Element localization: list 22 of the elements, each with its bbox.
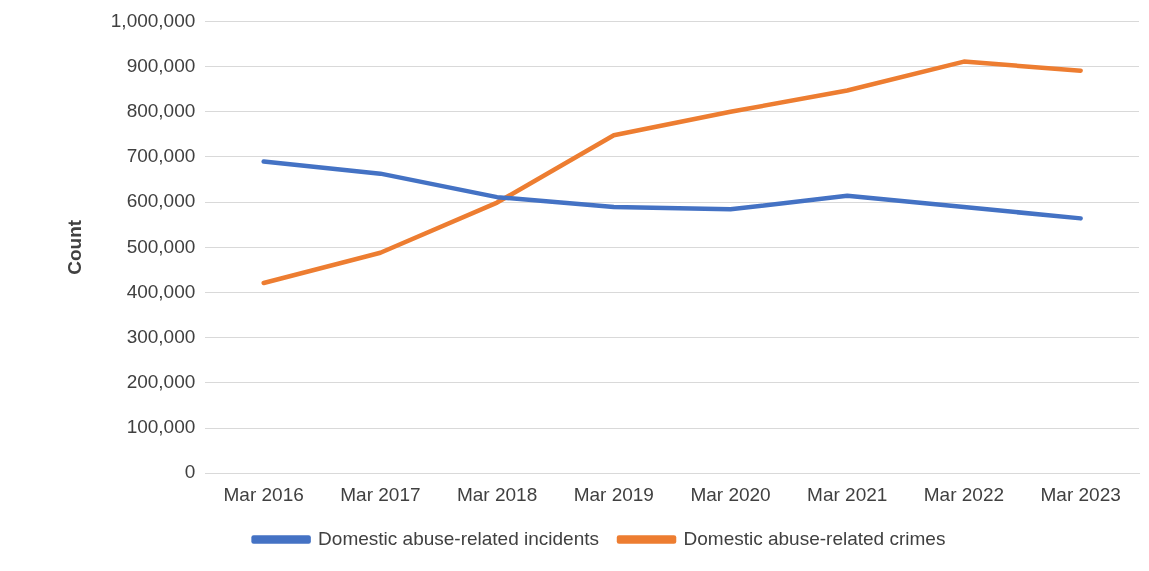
y-tick-label: 400,000 bbox=[126, 280, 196, 302]
y-tick-label: 200,000 bbox=[126, 371, 196, 393]
x-tick-label: Mar 2018 bbox=[456, 483, 538, 505]
y-tick-label: 800,000 bbox=[126, 99, 196, 121]
x-tick-label: Mar 2021 bbox=[807, 483, 888, 505]
x-tick-label: Mar 2016 bbox=[223, 483, 304, 505]
x-tick-label: Mar 2020 bbox=[690, 483, 771, 505]
y-axis-title: Count bbox=[63, 219, 85, 275]
y-tick-label: 1,000,000 bbox=[110, 9, 196, 31]
legend-label: Domestic abuse-related crimes bbox=[683, 527, 946, 549]
x-tick-label: Mar 2019 bbox=[573, 483, 654, 505]
y-tick-label: 500,000 bbox=[126, 235, 196, 257]
y-tick-label: 0 bbox=[184, 461, 196, 483]
y-tick-label: 300,000 bbox=[126, 325, 196, 347]
y-tick-label: 900,000 bbox=[126, 54, 196, 76]
y-tick-label: 600,000 bbox=[126, 190, 196, 212]
y-tick-label: 700,000 bbox=[126, 145, 196, 167]
legend-label: Domestic abuse-related incidents bbox=[318, 527, 600, 549]
x-tick-label: Mar 2023 bbox=[1040, 483, 1121, 505]
y-tick-label: 100,000 bbox=[126, 416, 196, 438]
x-tick-label: Mar 2022 bbox=[923, 483, 1005, 505]
x-tick-label: Mar 2017 bbox=[340, 483, 421, 505]
